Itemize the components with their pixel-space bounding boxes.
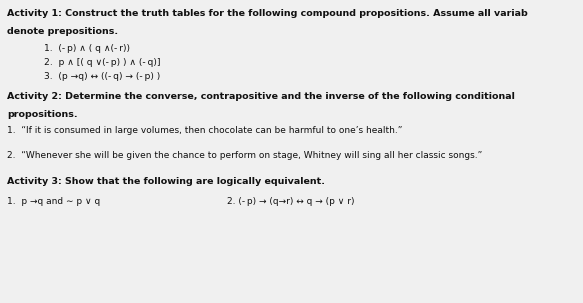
Text: 1.  (- p) ∧ ( q ∧(- r)): 1. (- p) ∧ ( q ∧(- r)): [44, 44, 130, 53]
Text: 2.  “Whenever she will be given the chance to perform on stage, Whitney will sin: 2. “Whenever she will be given the chanc…: [7, 152, 482, 161]
Text: 3.  (p →q) ↔ ((- q) → (- p) ): 3. (p →q) ↔ ((- q) → (- p) ): [44, 72, 160, 82]
Text: 1.  p →q and ∼ p ∨ q: 1. p →q and ∼ p ∨ q: [7, 197, 100, 206]
Text: Activity 2: Determine the converse, contrapositive and the inverse of the follow: Activity 2: Determine the converse, cont…: [7, 92, 515, 102]
Text: 2.  p ∧ [( q ∨(- p) ) ∧ (- q)]: 2. p ∧ [( q ∨(- p) ) ∧ (- q)]: [44, 58, 160, 67]
Text: Activity 1: Construct the truth tables for the following compound propositions. : Activity 1: Construct the truth tables f…: [7, 9, 528, 18]
Text: denote prepositions.: denote prepositions.: [7, 27, 118, 36]
Text: 2. (- p) → (q→r) ↔ q → (p ∨ r): 2. (- p) → (q→r) ↔ q → (p ∨ r): [227, 197, 355, 206]
Text: propositions.: propositions.: [7, 110, 78, 119]
Text: Activity 3: Show that the following are logically equivalent.: Activity 3: Show that the following are …: [7, 177, 325, 186]
Text: 1.  “If it is consumed in large volumes, then chocolate can be harmful to one’s : 1. “If it is consumed in large volumes, …: [7, 126, 402, 135]
